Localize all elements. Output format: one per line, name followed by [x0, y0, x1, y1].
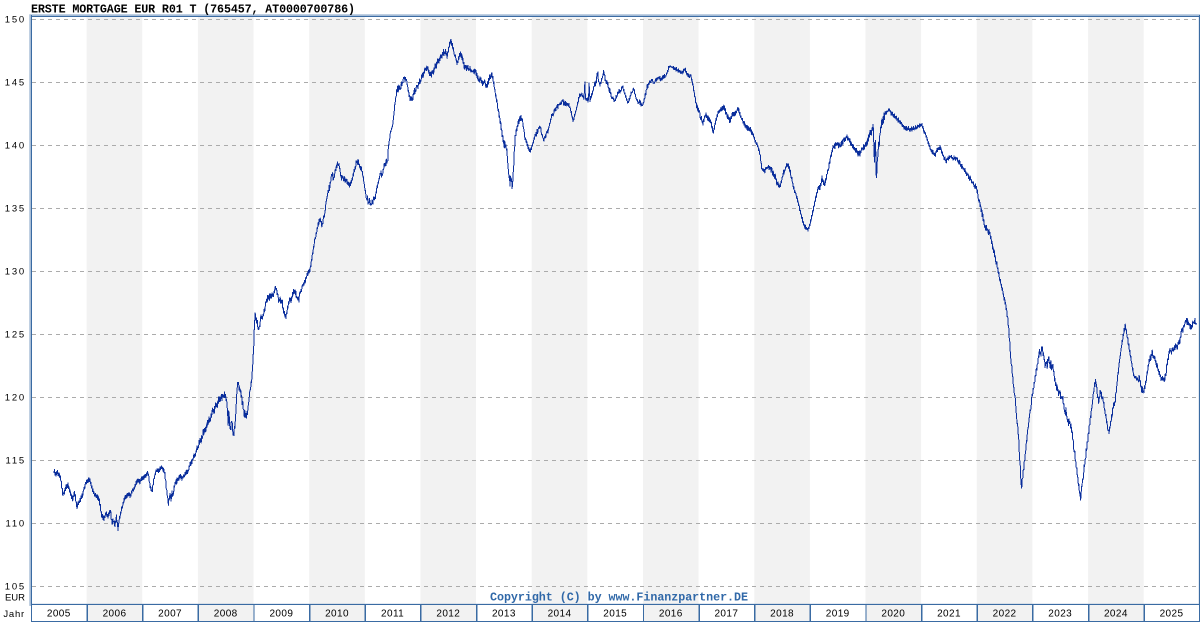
svg-text:EUR: EUR [5, 593, 25, 604]
svg-text:2024: 2024 [1104, 609, 1128, 620]
svg-text:105: 105 [5, 582, 26, 593]
svg-text:2023: 2023 [1048, 609, 1072, 620]
svg-text:140: 140 [5, 141, 26, 152]
svg-text:2025: 2025 [1160, 609, 1184, 620]
svg-text:2012: 2012 [436, 609, 460, 620]
svg-text:2008: 2008 [214, 609, 238, 620]
svg-text:2019: 2019 [826, 609, 850, 620]
svg-text:2007: 2007 [158, 609, 182, 620]
svg-text:145: 145 [5, 78, 26, 89]
svg-text:2010: 2010 [325, 609, 349, 620]
svg-text:135: 135 [5, 204, 26, 215]
svg-text:2011: 2011 [381, 609, 404, 620]
svg-text:110: 110 [5, 519, 26, 530]
svg-text:2018: 2018 [770, 609, 794, 620]
svg-text:ERSTE MORTGAGE EUR R01 T (7654: ERSTE MORTGAGE EUR R01 T (765457, AT0000… [31, 3, 355, 17]
svg-text:2006: 2006 [103, 609, 127, 620]
svg-text:120: 120 [5, 393, 26, 404]
svg-text:2021: 2021 [937, 609, 961, 620]
svg-text:2013: 2013 [492, 609, 516, 620]
svg-text:130: 130 [5, 267, 26, 278]
svg-text:2022: 2022 [993, 609, 1017, 620]
svg-text:2016: 2016 [659, 609, 683, 620]
svg-text:Jahr: Jahr [3, 609, 25, 620]
svg-text:2005: 2005 [47, 609, 71, 620]
svg-text:2009: 2009 [269, 609, 293, 620]
svg-text:125: 125 [5, 330, 26, 341]
svg-text:2017: 2017 [714, 609, 738, 620]
svg-text:150: 150 [5, 15, 26, 26]
svg-text:2020: 2020 [881, 609, 905, 620]
svg-text:115: 115 [5, 456, 26, 467]
svg-text:2014: 2014 [548, 609, 572, 620]
svg-text:2015: 2015 [603, 609, 627, 620]
svg-text:Copyright (C) by www.Finanzpar: Copyright (C) by www.Finanzpartner.DE [490, 591, 748, 605]
